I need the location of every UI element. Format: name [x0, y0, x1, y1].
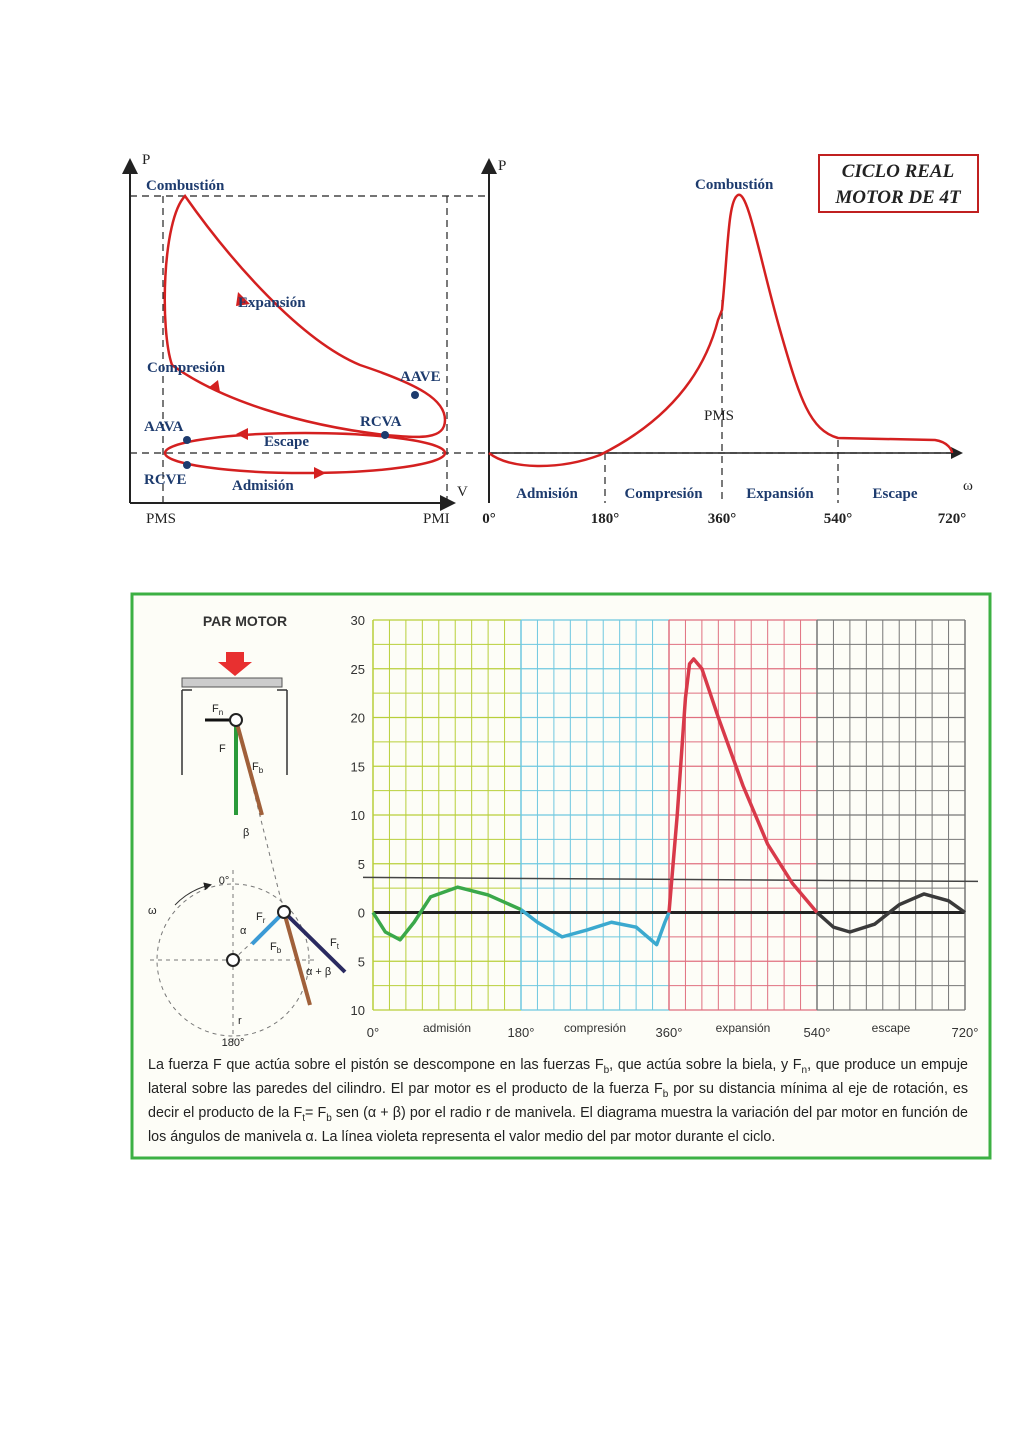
y-tick-label: 5	[358, 857, 365, 872]
caption-text: t	[302, 1112, 305, 1124]
label: Compresión	[147, 360, 226, 376]
x-tick-label: 360°	[656, 1025, 683, 1040]
y-tick-label: 0	[358, 906, 365, 921]
phase-label: Escape	[873, 486, 918, 502]
x-tick-label: 720°	[952, 1025, 979, 1040]
angle-label: 0°	[482, 511, 496, 527]
caption-text: b	[603, 1064, 610, 1076]
force-label: F	[219, 743, 226, 755]
caption-text: sen (α + β) por el radio r de manivela. …	[148, 1104, 968, 1145]
force-symbol: F	[252, 761, 259, 773]
force-symbol: F	[330, 937, 337, 949]
force-subscript: r	[263, 916, 266, 925]
y-tick-label: 5	[358, 954, 365, 969]
box-title: MOTOR DE 4T	[834, 187, 962, 208]
caption-text: b	[326, 1112, 332, 1124]
phase-label: Compresión	[624, 486, 703, 502]
y-tick-label: 30	[351, 613, 365, 628]
label: Admisión	[232, 478, 294, 494]
torque-curve	[667, 657, 819, 914]
phase-label: Expansión	[746, 486, 814, 502]
angle-label: 180°	[591, 511, 620, 527]
angle-label: 720°	[938, 511, 967, 527]
label: PMS	[146, 511, 176, 527]
label: Escape	[264, 434, 309, 450]
label: Combustión	[695, 177, 774, 193]
force-symbol: F	[256, 911, 263, 923]
torque-curve	[519, 908, 671, 947]
phase-label: escape	[872, 1021, 911, 1035]
label: RCVA	[360, 414, 402, 430]
angle-label: 360°	[708, 511, 737, 527]
angle-label: 540°	[824, 511, 853, 527]
y-tick-label: 25	[351, 662, 365, 677]
label: PMS	[704, 408, 734, 424]
force-label: ω	[148, 905, 157, 917]
caption-text: La fuerza F que actúa sobre el pistón se…	[148, 1057, 604, 1073]
label: RCVE	[144, 472, 187, 488]
force-subscript: b	[259, 766, 264, 775]
force-label: r	[238, 1015, 242, 1027]
axis-label: ω	[963, 478, 973, 494]
pw-diagram: P ω Combustión PMS Admisión Compresión Exp…	[481, 154, 979, 527]
force-label: 180°	[222, 1037, 245, 1049]
caption-text: n	[801, 1064, 808, 1076]
caption-text: = F	[304, 1104, 327, 1121]
force-label: Fb	[252, 761, 264, 775]
x-tick-label: 540°	[804, 1025, 831, 1040]
y-tick-label: 10	[351, 808, 365, 823]
axis-label: V	[457, 484, 468, 500]
panel-title: PAR MOTOR	[203, 613, 287, 629]
caption-text: por su distancia mínima al eje de rotaci…	[148, 1080, 968, 1121]
force-subscript: t	[337, 942, 340, 951]
force-label: α + β	[306, 966, 331, 978]
force-subscript: n	[219, 708, 223, 717]
label: AAVE	[400, 369, 441, 385]
force-label: Fb	[270, 941, 282, 955]
force-symbol: F	[212, 703, 219, 715]
phase-label: Admisión	[516, 486, 578, 502]
force-symbol: F	[270, 941, 277, 953]
phase-label: compresión	[564, 1021, 626, 1035]
phase-label: admisión	[423, 1021, 471, 1035]
y-tick-label: 15	[351, 759, 365, 774]
phase-label: expansión	[716, 1021, 771, 1035]
caption-text: , que actúa sobre la biela, y F	[609, 1057, 802, 1073]
y-tick-label: 10	[351, 1003, 365, 1018]
caption: La fuerza F que actúa sobre el pistón se…	[148, 1056, 968, 1147]
force-label: β	[243, 827, 249, 839]
label: PMI	[423, 511, 450, 527]
label: AAVA	[144, 419, 184, 435]
y-tick-label: 20	[351, 711, 365, 726]
force-label: α	[240, 925, 247, 937]
x-tick-label: 180°	[508, 1025, 535, 1040]
caption-text: , que produce un empuje lateral sobre la…	[148, 1057, 968, 1097]
force-subscript: b	[277, 946, 282, 955]
torque-curve	[815, 892, 967, 934]
caption-text: b	[662, 1088, 669, 1100]
box-title: CICLO REAL	[842, 161, 954, 182]
force-label: Fn	[212, 703, 223, 717]
axis-label: P	[142, 152, 150, 168]
force-label: Ft	[330, 937, 340, 951]
torque-curve	[371, 885, 522, 942]
axis-label: P	[498, 158, 506, 174]
label: Combustión	[146, 178, 225, 194]
force-label: Fr	[256, 911, 266, 925]
label: Expansión	[238, 295, 306, 311]
force-label: 0°	[219, 875, 230, 887]
x-tick-label: 0°	[367, 1025, 379, 1040]
pv-diagram: P V Combustión Expansión Compresión AAVE…	[122, 152, 955, 527]
